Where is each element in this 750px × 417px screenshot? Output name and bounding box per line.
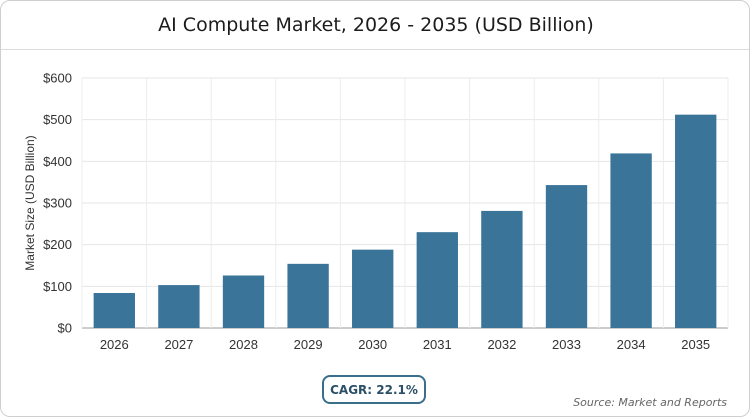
y-tick-labels: $0 $100 $200 $300 $400 $500 $600 xyxy=(43,71,72,336)
x-tick-label: 2029 xyxy=(294,337,323,352)
x-tick-label: 2035 xyxy=(681,337,710,352)
x-tick-label: 2032 xyxy=(487,337,516,352)
cagr-badge: CAGR: 22.1% xyxy=(322,375,426,404)
bar-2035 xyxy=(675,114,717,329)
x-tick-label: 2033 xyxy=(552,337,581,352)
y-tick-label: $100 xyxy=(43,279,72,294)
x-tick-label: 2031 xyxy=(423,337,452,352)
y-tick-label: $600 xyxy=(43,71,72,86)
y-tick-label: $300 xyxy=(43,196,72,211)
bar-2029 xyxy=(287,263,329,328)
gridlines xyxy=(81,77,729,329)
x-tick-label: 2026 xyxy=(100,337,129,352)
bar-2026 xyxy=(93,293,135,328)
x-tick-label: 2034 xyxy=(617,337,646,352)
title-divider xyxy=(1,49,749,50)
bars xyxy=(93,114,717,329)
x-tick-labels: 2026 2027 2028 2029 2030 2031 2032 2033 2034 2035 xyxy=(100,337,710,352)
chart-title: AI Compute Market, 2026 - 2035 (USD Bill… xyxy=(158,14,594,36)
y-tick-label: $200 xyxy=(43,237,72,252)
y-tick-label: $0 xyxy=(58,321,72,336)
bar-2034 xyxy=(610,153,652,328)
x-tick-label: 2030 xyxy=(358,337,387,352)
source-note: Source: Market and Reports xyxy=(573,396,727,409)
bar-2031 xyxy=(416,232,458,328)
y-tick-label: $500 xyxy=(43,112,72,127)
bar-chart: $0$100$200$300$400$500$600 2026 2027 2028 2… xyxy=(23,71,729,352)
y-axis-title: Market Size (USD Billion) xyxy=(23,135,37,270)
x-tick-label: 2028 xyxy=(229,337,258,352)
bar-2032 xyxy=(481,210,523,328)
bar-2027 xyxy=(158,285,200,328)
x-tick-label: 2027 xyxy=(164,337,193,352)
bar-2030 xyxy=(352,249,394,328)
bar-2028 xyxy=(222,275,265,328)
bar-2033 xyxy=(545,185,588,328)
y-tick-label: $400 xyxy=(43,154,72,169)
